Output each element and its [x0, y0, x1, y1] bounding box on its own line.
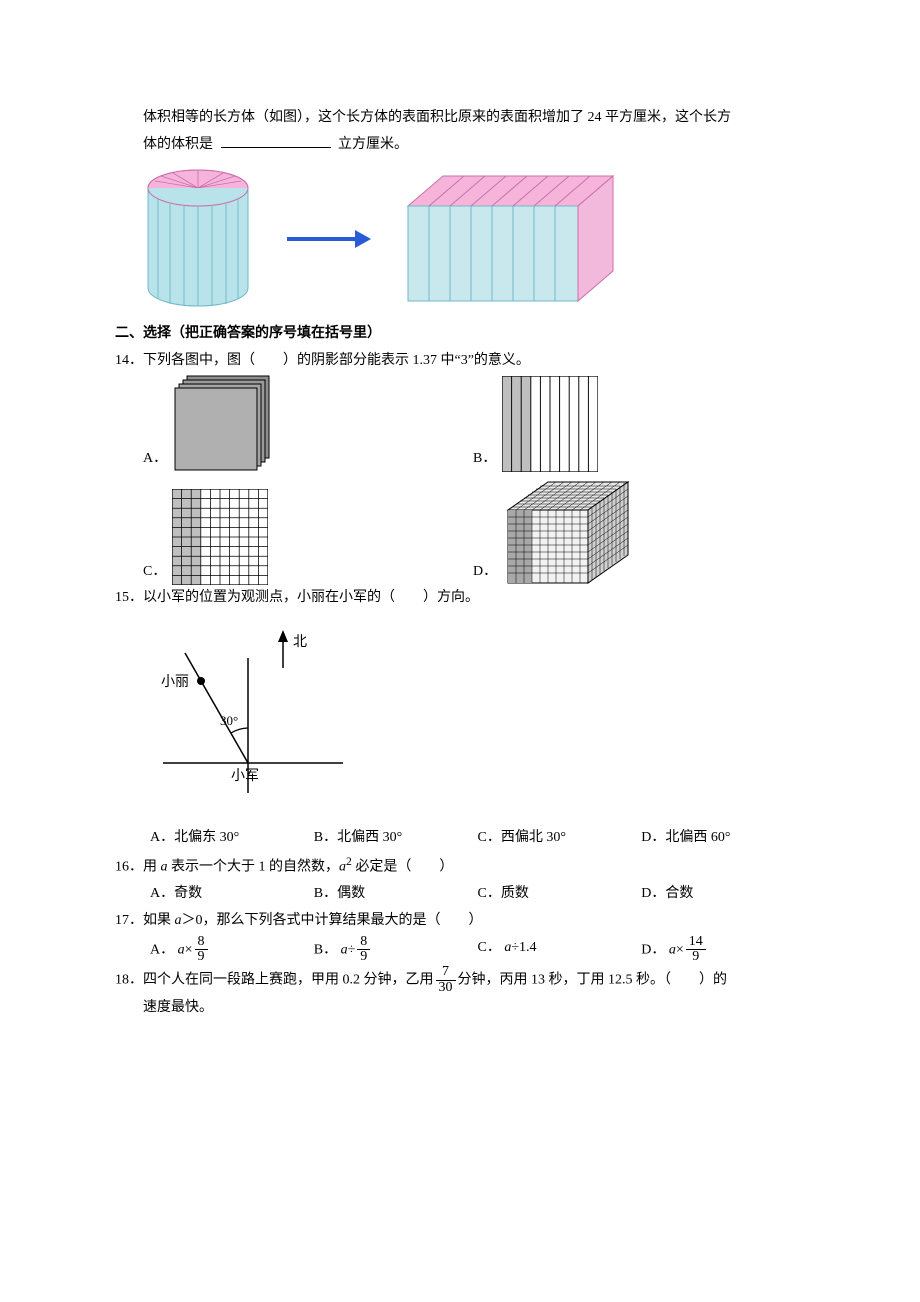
north-label: 北 [293, 634, 307, 650]
arrow-right-icon [283, 224, 373, 254]
q13-blank [221, 133, 331, 148]
q17-A: A． a×89 [150, 935, 314, 965]
q17-stem: 17．如果 a＞0，那么下列各式中计算结果最大的是（ ） [115, 908, 805, 935]
q16-A: A．奇数 [150, 881, 314, 908]
q14-stem: 14．下列各图中，图（ ）的阴影部分能表示 1.37 中“3”的意义。 [115, 348, 805, 375]
q14-B-icon [502, 376, 598, 472]
q13-line2-post: 立方厘米。 [338, 137, 408, 152]
q14-optD: D． [473, 480, 803, 585]
q15-options: A．北偏东 30° B．北偏西 30° C．西偏北 30° D．北偏西 60° [115, 825, 805, 852]
q14-D-icon [503, 480, 633, 585]
q17-A-den: 9 [195, 950, 208, 965]
q14-C-label: C． [143, 559, 166, 586]
q17-D-num: 14 [686, 935, 706, 951]
page: 体积相等的长方体（如图），这个长方体的表面积比原来的表面积增加了 24 平方厘米… [0, 0, 920, 1302]
q14-optA: A． [143, 374, 473, 472]
q18-mid: 分钟，丙用 13 秒，丁用 12.5 秒。（ ）的 [458, 972, 728, 987]
q17-a: a [175, 913, 182, 928]
q15-C: C．西偏北 30° [478, 825, 642, 852]
q16-options: A．奇数 B．偶数 C．质数 D．合数 [115, 881, 805, 908]
q17-C: C． a÷1.4 [478, 935, 642, 965]
q16-a2: a [339, 860, 346, 875]
q17-D: D． a×149 [641, 935, 805, 965]
q17-D-op: × [676, 942, 684, 957]
q14-optC: C． [143, 480, 473, 585]
q14-optB: B． [473, 374, 803, 472]
q17-B-a: a [341, 942, 348, 957]
q18-den: 30 [436, 981, 456, 996]
q14-D-label: D． [473, 559, 497, 586]
q14-options-grid: A． B． [143, 374, 805, 585]
q16-a1: a [161, 860, 168, 875]
q17-pre: 17．如果 [115, 913, 175, 928]
q17-C-op: ÷1.4 [511, 940, 536, 955]
q13-figure-row [143, 166, 805, 311]
cuboid-icon [403, 171, 618, 306]
xiaoli-label: 小丽 [161, 674, 189, 690]
q18-pre: 18．四个人在同一段路上赛跑，甲用 0.2 分钟，乙用 [115, 972, 434, 987]
q17-A-a: a [178, 942, 185, 957]
q16-stem: 16．用 a 表示一个大于 1 的自然数，a2 必定是（ ） [115, 851, 805, 881]
q17-D-a: a [669, 942, 676, 957]
q15-B: B．北偏西 30° [314, 825, 478, 852]
q17-D-den: 9 [686, 950, 706, 965]
q16-C: C．质数 [478, 881, 642, 908]
q17-B-op: ÷ [348, 942, 356, 957]
q18-stem-line2: 速度最快。 [115, 995, 805, 1022]
q17-A-num: 8 [195, 935, 208, 951]
q17-A-op: × [185, 942, 193, 957]
q14-A-label: A． [143, 446, 167, 473]
q16-post: 必定是（ ） [352, 860, 454, 875]
angle-label: 30° [220, 713, 238, 728]
q18-stem-line1: 18．四个人在同一段路上赛跑，甲用 0.2 分钟，乙用730分钟，丙用 13 秒… [115, 965, 805, 995]
q13-line1: 体积相等的长方体（如图），这个长方体的表面积比原来的表面积增加了 24 平方厘米… [115, 105, 805, 132]
q15-figure: 北 小丽 30° 小军 [143, 618, 805, 819]
section2-heading: 二、选择（把正确答案的序号填在括号里） [115, 321, 805, 348]
q15-D: D．北偏西 60° [641, 825, 805, 852]
q17-C-pre: C． [478, 940, 501, 955]
q14-C-icon [172, 489, 268, 585]
q17-post: ＞0，那么下列各式中计算结果最大的是（ ） [182, 913, 483, 928]
q17-A-pre: A． [150, 942, 174, 957]
q17-B-pre: B． [314, 942, 337, 957]
xiaojun-label: 小军 [231, 768, 259, 784]
q18-num: 7 [436, 965, 456, 981]
q14-B-label: B． [473, 446, 496, 473]
q17-B: B． a÷89 [314, 935, 478, 965]
q15-stem: 15．以小军的位置为观测点，小丽在小军的（ ）方向。 [115, 585, 805, 612]
q13-line2: 体的体积是 立方厘米。 [115, 132, 805, 159]
q14-A-icon [173, 374, 273, 472]
q17-options: A． a×89 B． a÷89 C． a÷1.4 D． a×149 [115, 935, 805, 965]
q15-A: A．北偏东 30° [150, 825, 314, 852]
compass-icon: 北 小丽 30° 小军 [143, 618, 353, 808]
q17-B-den: 9 [357, 950, 370, 965]
q16-B: B．偶数 [314, 881, 478, 908]
cylinder-icon [143, 166, 253, 311]
q16-mid: 表示一个大于 1 的自然数， [168, 860, 340, 875]
q17-B-num: 8 [357, 935, 370, 951]
q17-D-pre: D． [641, 942, 665, 957]
q16-pre: 16．用 [115, 860, 161, 875]
q13-line2-pre: 体的体积是 [143, 137, 217, 152]
q16-D: D．合数 [641, 881, 805, 908]
